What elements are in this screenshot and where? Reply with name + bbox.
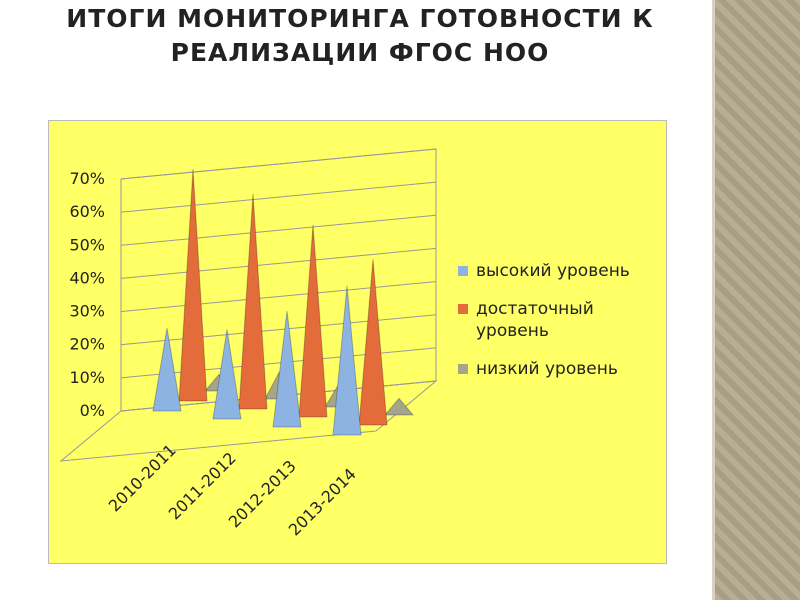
cone <box>272 310 302 428</box>
chart: 0% 10% 20% 30% 40% 50% 60% 70% 2010-20112011-201… <box>48 120 667 564</box>
legend-label: высокий уровень <box>476 261 630 281</box>
y-tick-label: 50% <box>69 235 105 254</box>
legend: высокий уровень достаточный уровень низкий… <box>458 260 648 396</box>
legend-label: достаточный уровень <box>476 299 594 341</box>
x-tick-label: 2013-2014 <box>285 464 360 539</box>
cone <box>178 168 208 402</box>
cone <box>212 329 242 420</box>
legend-swatch <box>458 364 468 374</box>
grid-line <box>120 214 437 246</box>
decor-strip <box>712 0 800 600</box>
legend-item: высокий уровень <box>458 260 648 282</box>
y-tick-label: 0% <box>80 401 105 420</box>
slide-title: ИТОГИ МОНИТОРИНГА ГОТОВНОСТИ К РЕАЛИЗАЦИ… <box>66 4 654 67</box>
x-tick-label: 2010-2011 <box>105 440 180 515</box>
cone <box>298 224 328 418</box>
cone <box>358 259 388 426</box>
y-tick-label: 20% <box>69 335 105 354</box>
cone <box>238 193 268 410</box>
cone <box>383 397 415 416</box>
y-tick-label: 40% <box>69 268 105 287</box>
y-tick-label: 30% <box>69 302 105 321</box>
legend-item: достаточный уровень <box>458 298 648 342</box>
grid-line <box>120 148 437 180</box>
x-tick-label: 2012-2013 <box>225 456 300 531</box>
legend-label: низкий уровень <box>476 359 618 379</box>
legend-swatch <box>458 304 468 314</box>
grid-line <box>120 281 437 313</box>
x-tick-label: 2011-2012 <box>165 448 240 523</box>
cone <box>332 285 362 436</box>
grid-line <box>120 247 437 279</box>
y-tick-label: 60% <box>69 202 105 221</box>
cone <box>152 328 182 412</box>
legend-item: низкий уровень <box>458 358 648 380</box>
legend-swatch <box>458 266 468 276</box>
grid-line <box>120 314 437 346</box>
grid-line <box>120 181 437 213</box>
y-tick-label: 70% <box>69 169 105 188</box>
y-tick-label: 10% <box>69 368 105 387</box>
